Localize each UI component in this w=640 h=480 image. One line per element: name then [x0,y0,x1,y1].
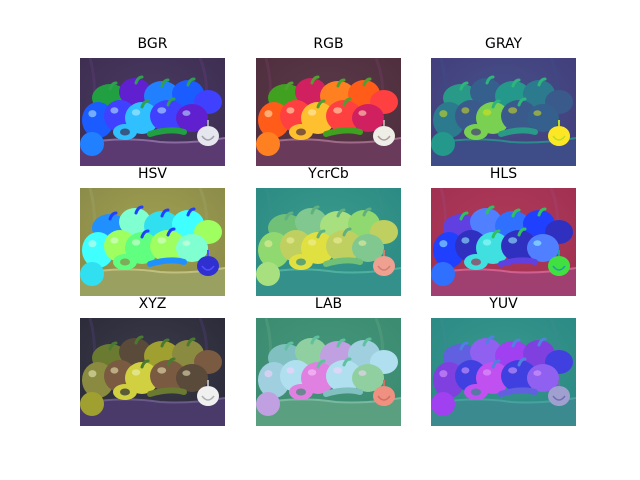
pepper [431,132,455,156]
pepper [147,387,187,397]
panel-title-rgb: RGB [313,36,344,52]
table-surface [431,398,576,426]
panel-title-xyz: XYZ [138,296,167,312]
pepper [80,392,104,416]
panel-title-hls: HLS [489,166,518,182]
peppers-photo-bgr [80,58,225,166]
pepper [323,127,363,137]
table-surface [431,138,576,166]
table-surface [80,398,225,426]
peppers-photo-yuv [431,318,576,426]
pepper [323,257,363,267]
garlic [197,256,219,276]
pepper [80,132,104,156]
garlic [548,126,570,146]
pepper [80,262,104,286]
pepper [431,392,455,416]
table-surface [80,138,225,166]
pepper [470,78,502,106]
peppers-photo-ycrcb [256,188,401,296]
panel-title-ycrcb: YcrCb [308,166,349,182]
peppers-photo-hls [431,188,576,296]
pepper [323,387,363,397]
table-surface [256,138,401,166]
pepper [119,338,151,366]
pepper [295,208,327,236]
table-surface [431,268,576,296]
peppers-photo-hsv [80,188,225,296]
peppers-photo-rgb [256,58,401,166]
panel-title-lab: LAB [314,296,343,312]
pepper [470,208,502,236]
pepper [256,392,280,416]
garlic [373,386,395,406]
pepper [119,208,151,236]
garlic [197,386,219,406]
table-surface [256,398,401,426]
panel-title-gray: GRAY [484,36,523,52]
pepper [147,257,187,267]
garlic [548,256,570,276]
pepper [431,262,455,286]
panel-title-bgr: BGR [137,36,168,52]
pepper [295,78,327,106]
panel-title-hsv: HSV [138,166,167,182]
pepper [498,257,538,267]
garlic [548,386,570,406]
table-surface [80,268,225,296]
panel-title-yuv: YUV [489,296,518,312]
pepper [256,262,280,286]
table-surface [256,268,401,296]
garlic [197,126,219,146]
pepper [256,132,280,156]
peppers-photo-gray [431,58,576,166]
pepper [498,127,538,137]
peppers-photo-xyz [80,318,225,426]
pepper [498,387,538,397]
pepper [119,78,151,106]
peppers-photo-lab [256,318,401,426]
pepper [295,338,327,366]
pepper [470,338,502,366]
garlic [373,126,395,146]
garlic [373,256,395,276]
pepper [147,127,187,137]
